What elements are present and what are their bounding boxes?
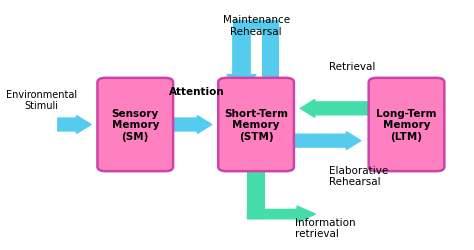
Text: Long-Term
Memory
(LTM): Long-Term Memory (LTM) xyxy=(376,108,437,142)
Text: Elaborative
Rehearsal: Elaborative Rehearsal xyxy=(329,165,388,186)
Text: Sensory
Memory
(SM): Sensory Memory (SM) xyxy=(111,108,159,142)
Text: Environmental
Stimuli: Environmental Stimuli xyxy=(6,90,77,111)
FancyArrow shape xyxy=(247,206,315,222)
FancyBboxPatch shape xyxy=(218,78,294,172)
Bar xyxy=(247,167,265,219)
FancyArrow shape xyxy=(286,132,361,150)
Text: Maintenance
Rehearsal: Maintenance Rehearsal xyxy=(222,15,290,36)
FancyBboxPatch shape xyxy=(369,78,444,172)
Text: Retrieval: Retrieval xyxy=(329,62,375,72)
FancyArrow shape xyxy=(165,116,212,134)
FancyBboxPatch shape xyxy=(98,78,173,172)
FancyArrow shape xyxy=(58,116,91,134)
FancyArrow shape xyxy=(301,100,375,118)
FancyArrow shape xyxy=(227,31,256,86)
Text: Attention: Attention xyxy=(169,87,225,97)
Bar xyxy=(233,22,279,31)
Text: Short-Term
Memory
(STM): Short-Term Memory (STM) xyxy=(224,108,288,142)
Bar xyxy=(262,26,279,83)
Text: Information
retrieval: Information retrieval xyxy=(295,217,356,238)
